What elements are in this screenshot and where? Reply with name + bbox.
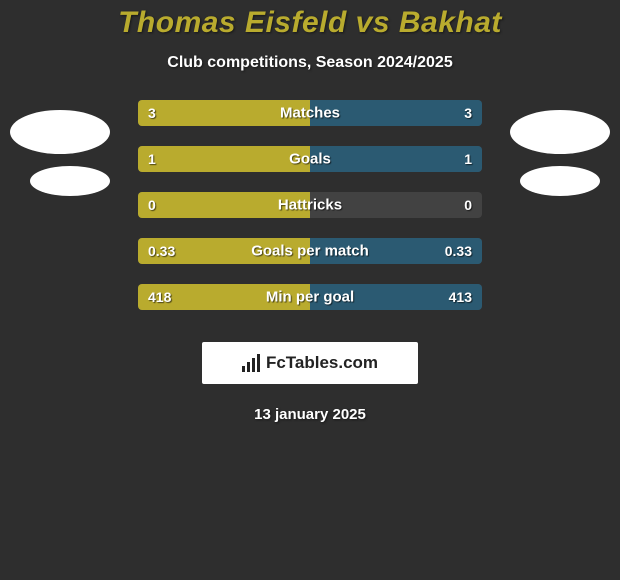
stat-label: Hattricks — [138, 197, 482, 214]
branding-badge: FcTables.com — [202, 342, 418, 384]
stat-label: Goals per match — [138, 243, 482, 260]
stat-bars: 33Matches 11Goals 00Hattricks 0.330.33Goals… — [138, 100, 482, 330]
player-left-avatar-small — [30, 166, 110, 196]
page-subtitle: Club competitions, Season 2024/2025 — [0, 54, 620, 72]
player-right-avatar-large — [510, 110, 610, 154]
stat-row: 00Hattricks — [138, 192, 482, 218]
page-title: Thomas Eisfeld vs Bakhat — [0, 0, 620, 40]
chart-area: 33Matches 11Goals 00Hattricks 0.330.33Goals… — [0, 100, 620, 330]
stat-row: 418413Min per goal — [138, 284, 482, 310]
date-stamp: 13 january 2025 — [0, 406, 620, 423]
branding-text: FcTables.com — [266, 353, 378, 373]
comparison-infographic: Thomas Eisfeld vs Bakhat Club competitio… — [0, 0, 620, 580]
stat-row: 33Matches — [138, 100, 482, 126]
player-left-avatar-large — [10, 110, 110, 154]
stat-label: Matches — [138, 105, 482, 122]
stat-row: 11Goals — [138, 146, 482, 172]
stat-label: Goals — [138, 151, 482, 168]
stat-row: 0.330.33Goals per match — [138, 238, 482, 264]
stat-label: Min per goal — [138, 289, 482, 306]
bar-chart-icon — [242, 354, 260, 372]
player-right-avatar-small — [520, 166, 600, 196]
